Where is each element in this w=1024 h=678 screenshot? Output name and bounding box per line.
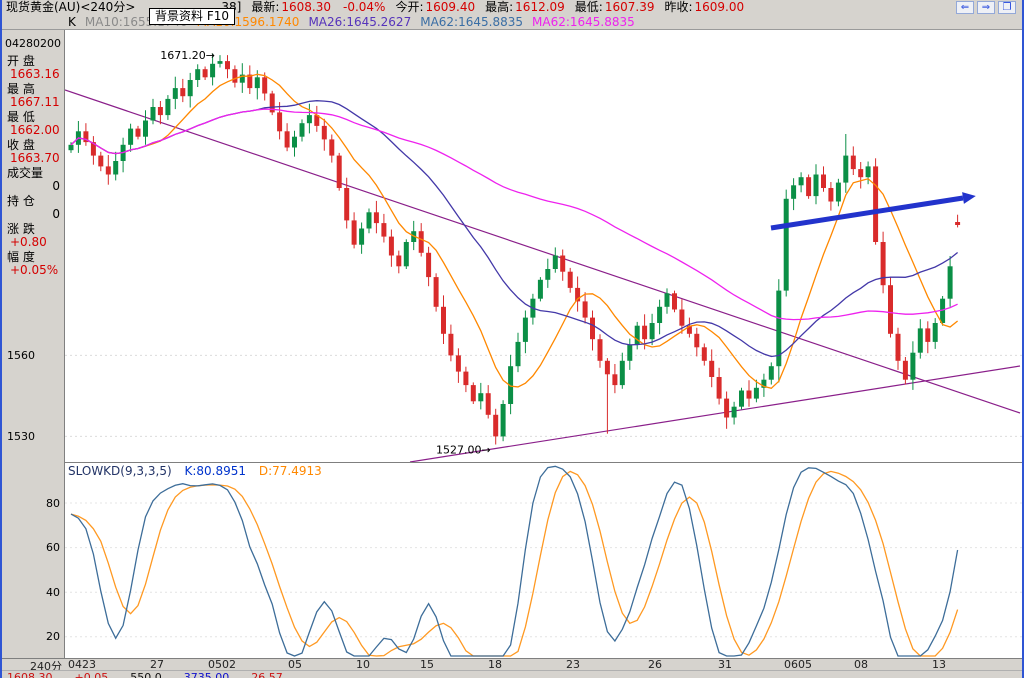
time-axis-tick: 0502 bbox=[208, 658, 236, 671]
clipped-status-text: 3735.00 bbox=[183, 671, 230, 678]
instrument-title: 现货黄金(AU)<240分> bbox=[6, 0, 136, 14]
scroll-right-button[interactable]: ⇒ bbox=[977, 1, 995, 14]
status-bar: 1608.30 +0.05 550.0 3735.00 26.57 bbox=[2, 671, 1022, 678]
time-axis-tick: 13 bbox=[932, 658, 946, 671]
ma-indicator-bar: K MA10:1655.1740 MA10:1596.1740 MA26:164… bbox=[2, 15, 1022, 30]
sidebar-row-percent: 幅 度 +0.05% bbox=[7, 250, 59, 277]
quote-field-high: 最高: 1612.09 bbox=[485, 0, 565, 14]
slowkd-chart[interactable] bbox=[65, 463, 1024, 658]
kd-axis-label: 20 bbox=[46, 630, 60, 643]
time-axis-tick: 10 bbox=[356, 658, 370, 671]
candlestick-chart[interactable]: 1671.20→ 1527.00→ bbox=[65, 30, 1024, 462]
window-buttons: ⇐ ⇒ ❐ bbox=[956, 1, 1016, 14]
quote-field-low: 最低: 1607.39 bbox=[574, 0, 655, 14]
divider bbox=[2, 29, 1022, 30]
sidebar-row-high: 最 高 1667.11 bbox=[7, 82, 60, 109]
quote-sidebar: 04280200 开 盘 1663.16 最 高 1667.11 最 低 1662.0… bbox=[2, 30, 64, 658]
clipped-status-text: +0.05 bbox=[74, 671, 109, 678]
scroll-left-button[interactable]: ⇐ bbox=[956, 1, 974, 14]
indicator-name: SLOWKD(9,3,3,5) bbox=[68, 464, 172, 478]
kd-axis-label: 40 bbox=[46, 586, 60, 599]
svg-text:1671.20→: 1671.20→ bbox=[160, 49, 215, 62]
sidebar-row-open: 开 盘 1663.16 bbox=[7, 54, 60, 81]
time-axis-tick: 08 bbox=[854, 658, 868, 671]
time-axis-tick: 31 bbox=[718, 658, 732, 671]
time-axis-tick: 23 bbox=[566, 658, 580, 671]
period-label: 240分 bbox=[30, 660, 62, 673]
time-axis-tick: 0605 bbox=[784, 658, 812, 671]
ma62b-value: MA62:1645.8835 bbox=[532, 15, 635, 29]
indicator-panel[interactable] bbox=[65, 463, 1024, 658]
time-axis-tick: 26 bbox=[648, 658, 662, 671]
quote-field-prev-close: 昨收: 1609.00 bbox=[664, 0, 745, 14]
axis-divider bbox=[64, 30, 65, 658]
sidebar-row-change: 涨 跌 +0.80 bbox=[7, 222, 47, 249]
indicator-k-value: K:80.8951 bbox=[184, 464, 247, 478]
time-axis-tick: 0423 bbox=[68, 658, 96, 671]
divider bbox=[2, 658, 1022, 659]
cursor-datetime: 04280200 bbox=[5, 37, 61, 50]
time-axis-tick: 18 bbox=[488, 658, 502, 671]
kd-axis-label: 80 bbox=[46, 497, 60, 510]
kline-label: K bbox=[68, 15, 76, 29]
sidebar-row-low: 最 低 1662.00 bbox=[7, 110, 60, 137]
quote-bar: 现货黄金(AU)<240分> 38] 最新: 1608.30 -0.04% 今开:… bbox=[2, 0, 1022, 15]
quote-field-open: 今开: 1609.40 bbox=[395, 0, 476, 14]
quote-field-last: 最新: 1608.30 bbox=[251, 0, 331, 14]
ma26-value: MA26:1645.2627 bbox=[308, 15, 412, 29]
panel-divider bbox=[64, 462, 1022, 463]
time-axis-tick: 27 bbox=[150, 658, 164, 671]
time-axis: 240分 0423 27 0502 05 10 15 18 23 26 31 0… bbox=[2, 658, 1022, 673]
time-axis-tick: 15 bbox=[420, 658, 434, 671]
quote-field-change: -0.04% bbox=[343, 0, 386, 14]
restore-window-button[interactable]: ❐ bbox=[998, 1, 1016, 14]
clipped-status-text: 26.57 bbox=[251, 671, 283, 678]
indicator-header: SLOWKD(9,3,3,5) K:80.8951 D:77.4913 bbox=[68, 464, 322, 478]
price-axis-label: 1530 bbox=[7, 430, 35, 443]
ma62-value: MA62:1645.8835 bbox=[420, 15, 523, 29]
sidebar-row-close: 收 盘 1663.70 bbox=[7, 138, 60, 165]
price-axis-label: 1560 bbox=[7, 349, 35, 362]
clipped-status-text: 1608.30 bbox=[7, 671, 53, 678]
background-info-menu[interactable]: 背景资料 F10 bbox=[149, 8, 235, 25]
svg-text:1527.00→: 1527.00→ bbox=[436, 444, 491, 457]
sidebar-row-volume: 成交量 0 bbox=[7, 166, 60, 193]
divider bbox=[2, 670, 1022, 671]
indicator-d-value: D:77.4913 bbox=[258, 464, 322, 478]
clipped-status-text: 550.0 bbox=[130, 671, 162, 678]
time-axis-tick: 05 bbox=[288, 658, 302, 671]
kd-axis-label: 60 bbox=[46, 541, 60, 554]
price-chart-panel[interactable]: 1671.20→ 1527.00→ bbox=[65, 30, 1024, 462]
